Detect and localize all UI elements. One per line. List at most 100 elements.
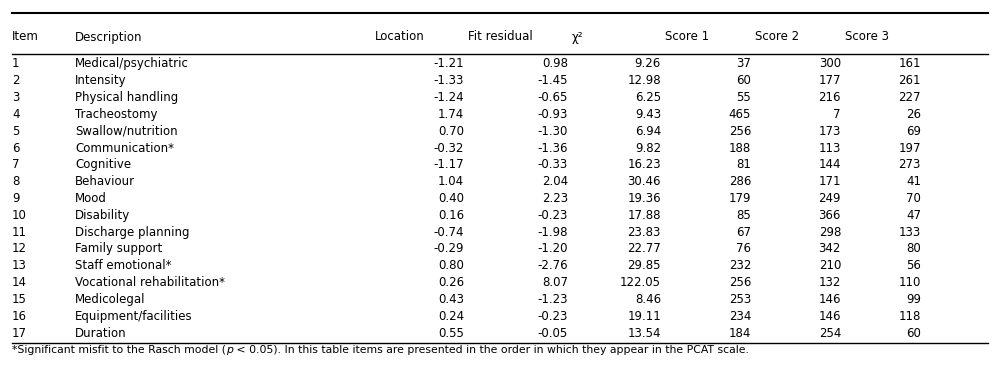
Text: Fit residual: Fit residual [468,30,533,44]
Text: 210: 210 [819,259,841,272]
Text: 6.94: 6.94 [635,125,661,138]
Text: 122.05: 122.05 [620,276,661,289]
Text: -0.65: -0.65 [538,91,568,104]
Text: Tracheostomy: Tracheostomy [75,108,158,121]
Text: 0.26: 0.26 [438,276,464,289]
Text: 69: 69 [906,125,921,138]
Text: Intensity: Intensity [75,74,127,87]
Text: -1.20: -1.20 [538,242,568,255]
Text: Vocational rehabilitation*: Vocational rehabilitation* [75,276,225,289]
Text: 249: 249 [818,192,841,205]
Text: 161: 161 [898,57,921,70]
Text: Cognitive: Cognitive [75,158,131,171]
Text: 173: 173 [819,125,841,138]
Text: 16.23: 16.23 [627,158,661,171]
Text: 11: 11 [12,226,27,239]
Text: 2: 2 [12,74,20,87]
Text: χ²: χ² [572,30,584,44]
Text: 2.04: 2.04 [542,175,568,188]
Text: 9: 9 [12,192,20,205]
Text: 144: 144 [818,158,841,171]
Text: 6.25: 6.25 [635,91,661,104]
Text: 81: 81 [736,158,751,171]
Text: Family support: Family support [75,242,162,255]
Text: -0.74: -0.74 [433,226,464,239]
Text: 2.23: 2.23 [542,192,568,205]
Text: -1.36: -1.36 [538,142,568,155]
Text: 0.80: 0.80 [438,259,464,272]
Text: -1.98: -1.98 [538,226,568,239]
Text: 7: 7 [12,158,20,171]
Text: -0.93: -0.93 [538,108,568,121]
Text: Score 3: Score 3 [845,30,889,44]
Text: 188: 188 [729,142,751,155]
Text: Behaviour: Behaviour [75,175,135,188]
Text: 232: 232 [729,259,751,272]
Text: 8: 8 [12,175,19,188]
Text: 8.07: 8.07 [542,276,568,289]
Text: -2.76: -2.76 [537,259,568,272]
Text: 298: 298 [819,226,841,239]
Text: 10: 10 [12,209,27,222]
Text: Swallow/nutrition: Swallow/nutrition [75,125,178,138]
Text: 6: 6 [12,142,20,155]
Text: 47: 47 [906,209,921,222]
Text: 254: 254 [819,327,841,340]
Text: 113: 113 [819,142,841,155]
Text: -0.32: -0.32 [434,142,464,155]
Text: 286: 286 [729,175,751,188]
Text: -0.23: -0.23 [538,310,568,323]
Text: Description: Description [75,30,143,44]
Text: -0.33: -0.33 [538,158,568,171]
Text: 12: 12 [12,242,27,255]
Text: *Significant misfit to the Rasch model (: *Significant misfit to the Rasch model ( [12,344,226,355]
Text: 227: 227 [898,91,921,104]
Text: Medicolegal: Medicolegal [75,293,146,306]
Text: Duration: Duration [75,327,127,340]
Text: 30.46: 30.46 [628,175,661,188]
Text: 465: 465 [729,108,751,121]
Text: -1.17: -1.17 [433,158,464,171]
Text: 118: 118 [899,310,921,323]
Text: -1.30: -1.30 [538,125,568,138]
Text: 67: 67 [736,226,751,239]
Text: Item: Item [12,30,39,44]
Text: 80: 80 [906,242,921,255]
Text: 3: 3 [12,91,19,104]
Text: 256: 256 [729,276,751,289]
Text: 37: 37 [736,57,751,70]
Text: 177: 177 [818,74,841,87]
Text: -1.24: -1.24 [433,91,464,104]
Text: 7: 7 [834,108,841,121]
Text: 55: 55 [736,91,751,104]
Text: 9.82: 9.82 [635,142,661,155]
Text: 366: 366 [819,209,841,222]
Text: 13: 13 [12,259,27,272]
Text: Staff emotional*: Staff emotional* [75,259,172,272]
Text: 8.46: 8.46 [635,293,661,306]
Text: 0.43: 0.43 [438,293,464,306]
Text: Medical/psychiatric: Medical/psychiatric [75,57,189,70]
Text: 19.11: 19.11 [627,310,661,323]
Text: 60: 60 [736,74,751,87]
Text: < 0.05). In this table items are presented in the order in which they appear in : < 0.05). In this table items are present… [233,344,749,355]
Text: 85: 85 [736,209,751,222]
Text: 17: 17 [12,327,27,340]
Text: 110: 110 [899,276,921,289]
Text: 0.40: 0.40 [438,192,464,205]
Text: Discharge planning: Discharge planning [75,226,190,239]
Text: Mood: Mood [75,192,107,205]
Text: 261: 261 [898,74,921,87]
Text: 23.83: 23.83 [628,226,661,239]
Text: 4: 4 [12,108,20,121]
Text: 29.85: 29.85 [628,259,661,272]
Text: 5: 5 [12,125,19,138]
Text: 9.43: 9.43 [635,108,661,121]
Text: Score 2: Score 2 [755,30,799,44]
Text: 70: 70 [906,192,921,205]
Text: 17.88: 17.88 [628,209,661,222]
Text: -1.45: -1.45 [538,74,568,87]
Text: Location: Location [375,30,425,44]
Text: p: p [226,344,233,355]
Text: -0.05: -0.05 [538,327,568,340]
